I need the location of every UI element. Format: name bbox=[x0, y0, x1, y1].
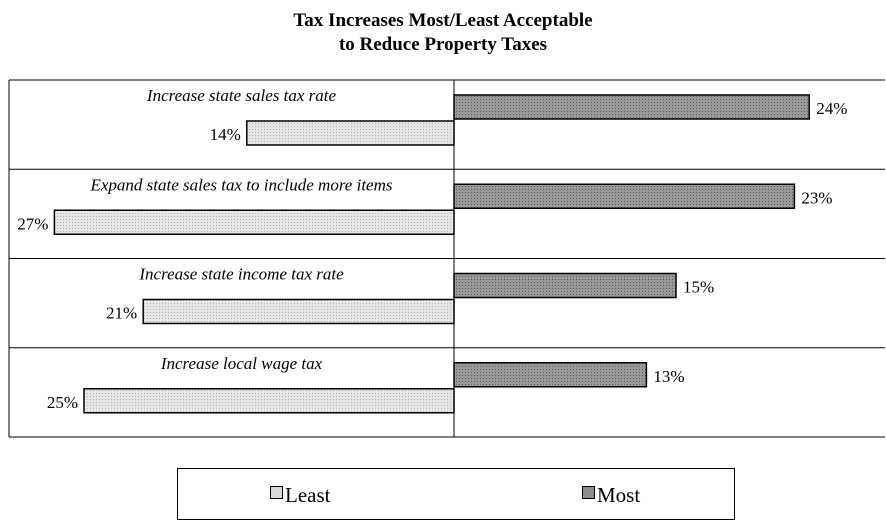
category-label: Increase state sales tax rate bbox=[146, 86, 337, 105]
bar-least bbox=[83, 388, 455, 414]
data-label-least: 27% bbox=[17, 214, 48, 233]
bar-most bbox=[453, 272, 677, 299]
chart-subtitle: to Reduce Property Taxes bbox=[338, 34, 548, 55]
data-label-least: 14% bbox=[210, 125, 241, 144]
data-label-least: 21% bbox=[106, 304, 137, 323]
labels-layer: Increase state sales tax rate 24% 14% Expan… bbox=[17, 86, 847, 412]
bar-least bbox=[53, 209, 455, 235]
bar-most bbox=[453, 183, 796, 209]
plot-frame bbox=[8, 79, 885, 438]
category-label: Expand state sales tax to include more i… bbox=[89, 175, 392, 194]
data-label-most: 15% bbox=[683, 278, 714, 297]
category-label: Increase local wage tax bbox=[160, 354, 323, 373]
legend-swatch-least bbox=[270, 485, 283, 499]
data-label-most: 13% bbox=[653, 367, 684, 386]
category-label: Increase state income tax rate bbox=[138, 265, 344, 284]
bars-layer bbox=[53, 94, 810, 414]
bar-least bbox=[142, 298, 455, 325]
data-label-most: 23% bbox=[801, 188, 832, 207]
bar-least bbox=[246, 120, 455, 146]
legend-label-most: Most bbox=[597, 483, 641, 507]
legend-item-least: Least bbox=[270, 483, 330, 507]
legend-label-least: Least bbox=[285, 483, 331, 507]
legend: Least Most bbox=[177, 468, 735, 520]
legend-item-most: Most bbox=[582, 483, 640, 507]
chart-title: Tax Increases Most/Least Acceptable bbox=[293, 10, 593, 31]
data-label-least: 25% bbox=[47, 393, 78, 412]
data-label-most: 24% bbox=[816, 99, 847, 118]
legend-swatch-most bbox=[582, 485, 595, 499]
bar-most bbox=[453, 362, 648, 388]
chart-title-block: Tax Increases Most/Least Acceptable to R… bbox=[0, 9, 886, 57]
bar-most bbox=[453, 94, 810, 120]
